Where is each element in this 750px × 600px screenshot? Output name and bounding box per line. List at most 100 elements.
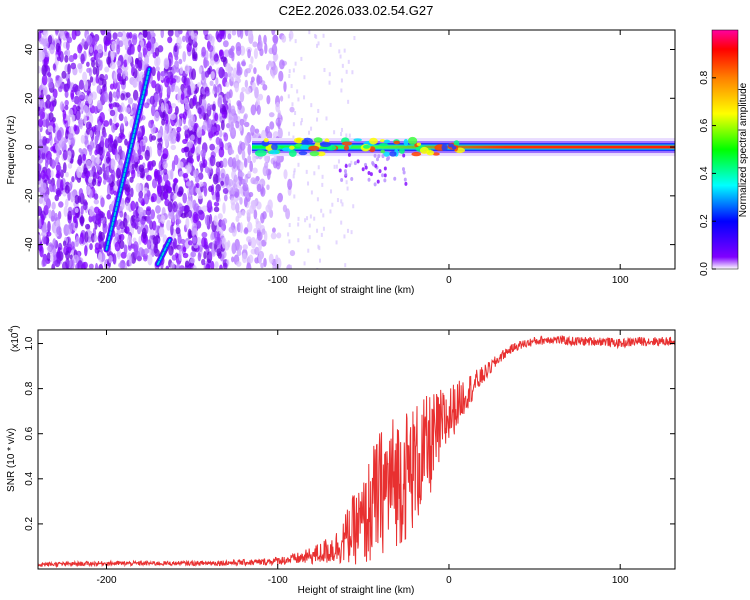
colorbar-tick-label: 0.0	[699, 262, 710, 276]
tail-speck	[340, 177, 344, 182]
noise-speck	[115, 154, 121, 163]
noise-speck	[39, 109, 43, 115]
faint-speck	[338, 49, 341, 54]
noise-speck	[158, 129, 164, 137]
noise-speck	[187, 240, 193, 246]
noise-speck	[116, 67, 123, 74]
noise-speck	[58, 201, 64, 208]
noise-speck	[153, 168, 159, 180]
tail-speck	[348, 163, 352, 168]
noise-speck	[151, 80, 157, 89]
noise-speck	[196, 127, 203, 139]
noise-speck	[107, 142, 114, 153]
faint-speck	[343, 48, 346, 53]
noise-speck	[190, 251, 197, 258]
noise-speck	[177, 234, 182, 245]
noise-speck	[130, 46, 135, 55]
spectrogram-x-tick-label: 0	[446, 275, 452, 286]
noise-speck	[176, 126, 182, 133]
noise-speck	[47, 178, 52, 185]
snr-multiplier-close: )	[10, 325, 21, 328]
noise-speck	[138, 190, 144, 199]
noise-speck	[128, 254, 133, 267]
noise-speck	[192, 96, 197, 107]
noise-speck	[41, 152, 46, 160]
noise-speck	[267, 199, 273, 211]
band-blob	[254, 149, 267, 157]
noise-speck	[227, 33, 232, 40]
noise-speck	[131, 214, 136, 223]
noise-speck	[224, 71, 228, 81]
faint-speck	[289, 264, 292, 269]
noise-speck	[94, 262, 99, 269]
noise-speck	[261, 228, 266, 235]
noise-speck	[155, 205, 161, 214]
noise-speck	[138, 34, 143, 41]
snr-frame	[37, 329, 676, 570]
noise-speck	[165, 113, 169, 125]
noise-speck	[64, 198, 69, 208]
noise-speck	[114, 241, 121, 252]
streaks	[103, 66, 173, 268]
noise-speck	[131, 63, 136, 73]
faint-speck	[344, 263, 347, 268]
noise-speck	[213, 84, 217, 92]
faint-speck	[340, 132, 343, 137]
noise-speck	[165, 265, 170, 269]
noise-speck	[114, 102, 120, 108]
noise-speck	[223, 194, 228, 202]
noise-speck	[144, 149, 150, 161]
noise-speck	[146, 40, 152, 52]
band-blob	[369, 137, 378, 145]
noise-speck	[203, 185, 208, 197]
noise-speck	[82, 261, 88, 269]
noise-speck	[81, 148, 88, 157]
noise-speck	[164, 103, 169, 114]
noise-speck	[38, 163, 42, 173]
noise-speck	[104, 40, 111, 47]
noise-speck	[90, 154, 96, 163]
noise-speck	[140, 218, 146, 225]
tail-speck	[373, 182, 377, 187]
noise-speck	[103, 131, 107, 138]
faint-speck	[350, 160, 353, 165]
noise-speck	[199, 181, 204, 187]
noise-speck	[52, 88, 58, 99]
faint-speck	[294, 39, 297, 44]
noise-speck	[167, 186, 173, 194]
noise-speck	[209, 143, 215, 151]
noise-speck	[54, 80, 61, 88]
colorbar-label: Normalized spectral amplitude	[738, 82, 749, 217]
tail-speck	[364, 165, 368, 170]
noise-speck	[119, 159, 124, 169]
noise-speck	[222, 187, 229, 194]
noise-speck	[102, 163, 106, 172]
noise-speck	[108, 91, 113, 103]
noise-speck	[267, 60, 274, 68]
noise-speck	[78, 79, 84, 90]
faint-speck	[336, 198, 339, 203]
noise-speck	[263, 257, 267, 268]
noise-speck	[39, 30, 44, 34]
noise-speck	[88, 123, 92, 129]
noise-speck	[192, 264, 197, 269]
noise-speck	[47, 125, 54, 133]
noise-speck	[70, 190, 75, 203]
noise-speck	[182, 51, 187, 63]
noise-speck	[263, 34, 267, 45]
noise-speck	[231, 30, 237, 36]
noise-speck	[275, 254, 279, 264]
band-blob	[378, 143, 388, 147]
faint-speck	[353, 36, 356, 41]
noise-speck	[223, 49, 230, 58]
faint-speck	[297, 222, 300, 227]
noise-speck	[84, 231, 89, 243]
noise-speck	[59, 101, 65, 111]
noise-speck	[102, 222, 108, 234]
noise-speck	[283, 81, 287, 93]
faint-speck	[308, 30, 311, 35]
noise-speck	[125, 226, 130, 235]
noise-speck	[178, 58, 183, 65]
noise-speck	[167, 211, 174, 220]
